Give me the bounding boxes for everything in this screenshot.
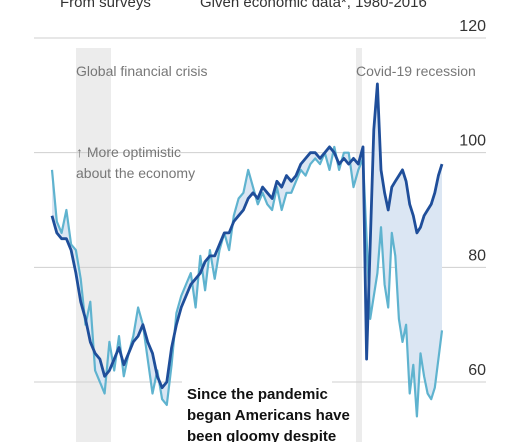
callout-line-1: Since the pandemic <box>187 386 328 403</box>
y-tick-label: 80 <box>468 247 486 264</box>
annotation-covid: Covid-19 recession <box>356 63 476 79</box>
shade-covid <box>356 48 362 442</box>
callout-bg <box>182 380 332 442</box>
legend-surveys: From surveys <box>60 0 151 11</box>
annotation-optimistic-2: about the economy <box>76 165 195 181</box>
y-tick-label: 60 <box>468 362 486 379</box>
annotation-optimistic-1: ↑ More optimistic <box>76 144 181 160</box>
series-line-economic <box>50 82 444 390</box>
callout-line-2: began Americans have <box>187 407 350 424</box>
y-tick-label: 120 <box>459 18 486 35</box>
legend-economic: Given economic data*, 1980-2016 <box>200 0 427 11</box>
annotation-gfc: Global financial crisis <box>76 63 208 79</box>
y-tick-labels: 60 80 100 120 <box>459 18 486 379</box>
callout-line-3: been gloomy despite <box>187 428 336 442</box>
y-tick-label: 100 <box>459 133 486 150</box>
